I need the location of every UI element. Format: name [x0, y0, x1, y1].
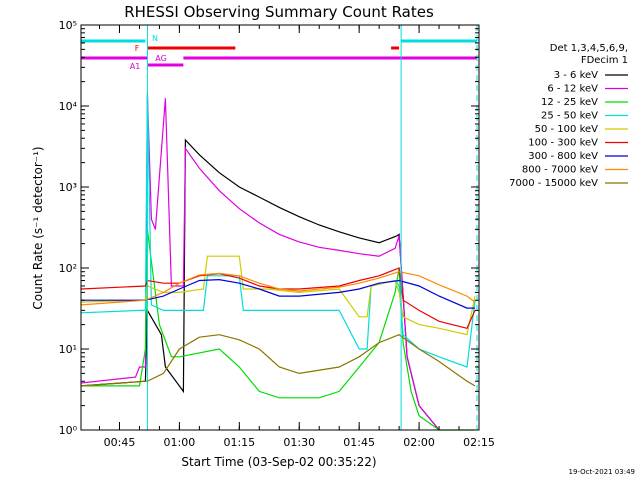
flag-label-f: F	[135, 44, 140, 53]
flag-label-ag: AG	[155, 54, 167, 63]
y-tick-label: 10⁴	[59, 100, 78, 113]
series-line-7	[80, 271, 476, 306]
legend-label-2: 12 - 25 keV	[541, 97, 598, 108]
y-axis-label: Count Rate (s⁻¹ detector⁻¹)	[31, 146, 45, 309]
legend-label-5: 100 - 300 keV	[528, 138, 598, 149]
legend-label-1: 6 - 12 keV	[547, 84, 598, 95]
flag-label-n: N	[152, 34, 158, 43]
legend-label-6: 300 - 800 keV	[528, 151, 598, 162]
series-layer	[80, 91, 476, 431]
generation-timestamp: 19-Oct-2021 03:49	[569, 468, 635, 476]
series-line-1	[80, 94, 440, 431]
y-tick-label: 10⁰	[59, 424, 78, 437]
legend-label-8: 7000 - 15000 keV	[509, 178, 598, 189]
legend-subtitle: FDecim 1	[581, 55, 628, 66]
x-tick-label: 01:00	[164, 436, 196, 449]
flag-label-a1: A1	[130, 62, 141, 71]
markers-layer	[146, 25, 478, 430]
series-line-6	[81, 278, 475, 309]
plot-frame	[80, 24, 480, 431]
series-line-3	[80, 91, 476, 368]
x-tick-label: 00:45	[104, 436, 136, 449]
axes-layer: 10⁰ 10¹ 10² 10³ 10⁴ 10⁵ 00:45 01:00 01:15 01:30 01…	[59, 19, 495, 449]
x-tick-label: 01:30	[283, 436, 315, 449]
series-line-8	[80, 334, 476, 387]
y-tick-label: 10⁵	[59, 19, 77, 32]
x-tick-label: 02:15	[463, 436, 495, 449]
x-tick-label: 02:00	[403, 436, 435, 449]
chart-title: RHESSI Observing Summary Count Rates	[124, 3, 434, 21]
y-tick-label: 10³	[59, 181, 77, 194]
legend: Det 1,3,4,5,6,9, FDecim 1 3 - 6 keV 6 - 1…	[509, 43, 628, 189]
legend-label-0: 3 - 6 keV	[554, 70, 598, 81]
y-tick-label: 10¹	[59, 343, 77, 356]
series-line-0	[80, 138, 440, 431]
legend-label-3: 25 - 50 keV	[541, 111, 598, 122]
x-tick-label: 01:45	[343, 436, 375, 449]
series-line-5	[80, 267, 476, 330]
legend-label-4: 50 - 100 keV	[535, 124, 599, 135]
series-line-2	[81, 229, 475, 431]
legend-label-7: 800 - 7000 keV	[522, 165, 598, 176]
x-axis-label: Start Time (03-Sep-02 00:35:22)	[181, 455, 376, 469]
y-tick-label: 10²	[59, 262, 77, 275]
flags-layer: N F AG A1	[81, 34, 478, 71]
legend-title: Det 1,3,4,5,6,9,	[550, 43, 628, 54]
x-tick-label: 01:15	[223, 436, 255, 449]
